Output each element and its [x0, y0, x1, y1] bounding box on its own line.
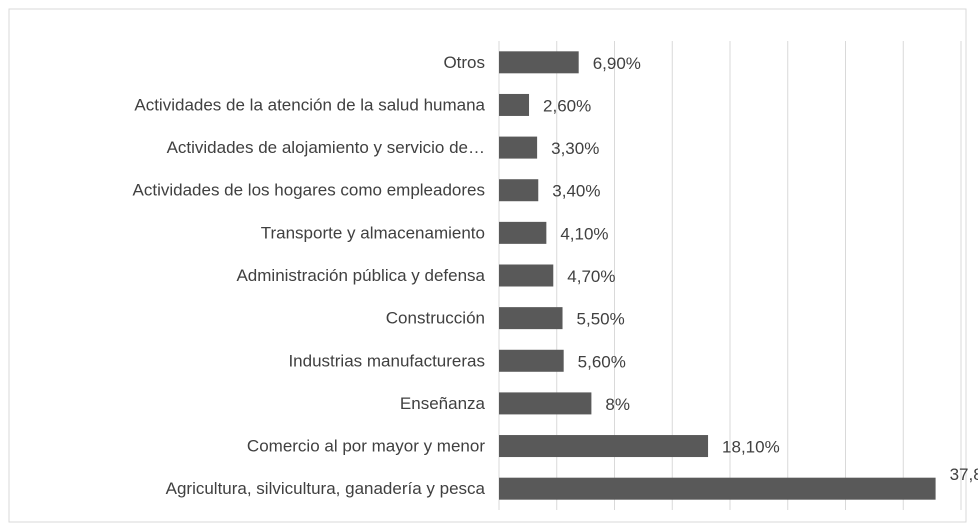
y-tick-label: Transporte y almacenamiento	[261, 223, 485, 242]
bar	[499, 435, 709, 458]
bar	[499, 349, 564, 372]
y-tick-label: Otros	[443, 53, 485, 72]
value-label: 4,70%	[567, 267, 615, 286]
value-label: 37,80%	[950, 465, 978, 484]
value-label: 6,90%	[593, 54, 641, 73]
bar	[499, 93, 530, 116]
value-label: 3,40%	[552, 182, 600, 201]
bar	[499, 392, 592, 415]
value-label: 3,30%	[551, 139, 599, 158]
y-tick-label: Industrias manufactureras	[288, 351, 485, 370]
bar	[499, 179, 539, 202]
y-tick-label: Actividades de alojamiento y servicio de…	[167, 138, 485, 157]
bar	[499, 264, 554, 287]
value-label: 4,10%	[560, 224, 608, 243]
y-tick-label: Actividades de los hogares como empleado…	[133, 181, 485, 200]
bar	[499, 51, 579, 74]
chart-border	[8, 8, 967, 523]
value-label: 2,60%	[543, 96, 591, 115]
y-tick-label: Enseñanza	[400, 394, 486, 413]
bar	[499, 307, 563, 330]
y-tick-label: Construcción	[386, 309, 485, 328]
y-tick-label: Actividades de la atención de la salud h…	[134, 95, 485, 114]
bar	[499, 221, 547, 244]
y-tick-label: Administración pública y defensa	[236, 266, 485, 285]
value-label: 5,60%	[578, 352, 626, 371]
value-label: 18,10%	[722, 438, 780, 457]
value-label: 8%	[605, 395, 630, 414]
bar	[499, 136, 538, 159]
y-tick-label: Agricultura, silvicultura, ganadería y p…	[166, 479, 486, 498]
value-label: 5,50%	[577, 310, 625, 329]
y-tick-label: Comercio al por mayor y menor	[247, 437, 485, 456]
bar	[499, 477, 936, 500]
